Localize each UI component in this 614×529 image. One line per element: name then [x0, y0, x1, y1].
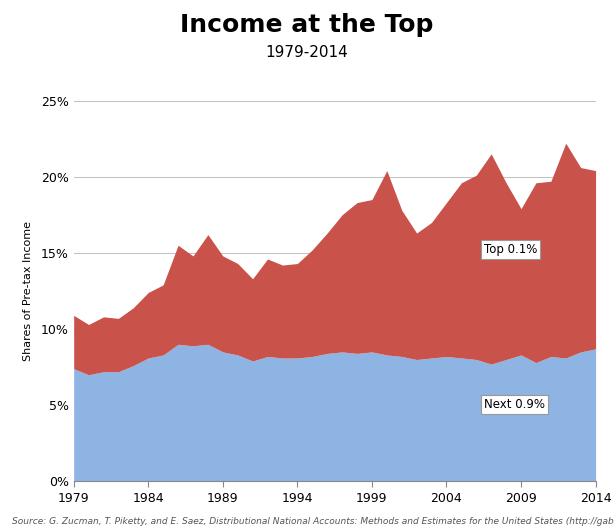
Text: Top 0.1%: Top 0.1% [484, 243, 537, 256]
Y-axis label: Shares of Pre-tax Income: Shares of Pre-tax Income [23, 221, 33, 361]
Text: 1979-2014: 1979-2014 [266, 45, 348, 60]
Text: Income at the Top: Income at the Top [181, 13, 433, 37]
Text: Next 0.9%: Next 0.9% [484, 398, 545, 411]
Text: Source: G. Zucman, T. Piketty, and E. Saez, Distributional National Accounts: Me: Source: G. Zucman, T. Piketty, and E. Sa… [12, 517, 614, 526]
